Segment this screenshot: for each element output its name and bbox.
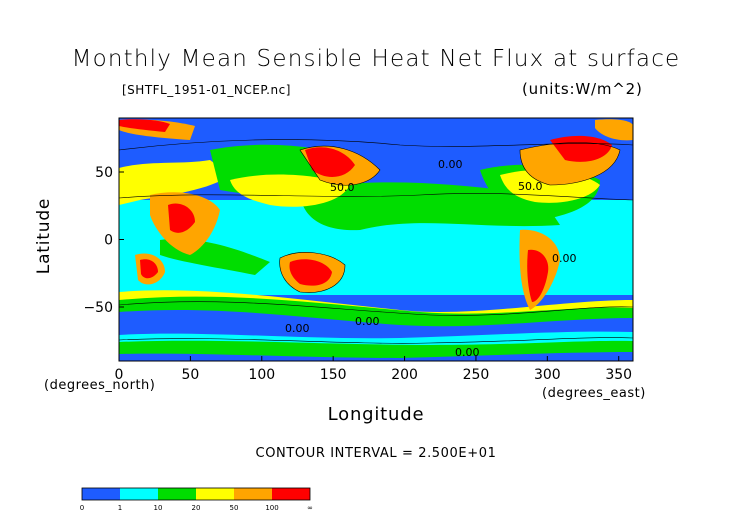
contour-line xyxy=(279,252,346,293)
colorbar: 0 1 10 20 50 100 ∞ xyxy=(80,487,313,512)
x-tick-label: 150 xyxy=(320,367,347,383)
y-tick-label: 0 xyxy=(104,233,113,249)
contour-line xyxy=(119,301,633,316)
y-axis-note: (degrees_north) xyxy=(44,378,156,393)
x-tick-label: 200 xyxy=(391,367,418,383)
colorbar-bin xyxy=(234,488,272,500)
contour-line xyxy=(119,139,633,151)
x-tick-label: 350 xyxy=(605,367,632,383)
contour-label: 0.00 xyxy=(552,252,577,265)
contour-interval-label: CONTOUR INTERVAL = 2.500E+01 xyxy=(255,446,497,461)
chart-title: Monthly Mean Sensible Heat Net Flux at s… xyxy=(71,46,681,72)
colorbar-frame xyxy=(81,487,311,501)
colorbar-bin xyxy=(158,488,196,500)
x-tick-label: 0 xyxy=(115,367,124,383)
colorbar-label: 10 xyxy=(154,504,163,512)
file-label: [SHTFL_1951-01_NCEP.nc] xyxy=(122,83,291,97)
field-siberia-red xyxy=(305,147,355,177)
y-tick-group: 50 0 −50 xyxy=(83,165,124,316)
colorbar-bin xyxy=(272,488,310,500)
field-arctic-red xyxy=(119,119,170,132)
units-label: (units:W/m^2) xyxy=(522,80,643,98)
contour-label-group: 50.0 50.0 0.00 0.00 0.00 0.00 0.00 xyxy=(285,158,577,359)
colorbar-bin xyxy=(120,488,158,500)
contour-line xyxy=(299,145,381,186)
field-greenland-orange xyxy=(595,119,633,141)
x-tick-label: 300 xyxy=(534,367,561,383)
field-europe-yellow xyxy=(119,160,230,205)
heatmap-field xyxy=(119,118,633,361)
field-australia-red xyxy=(289,259,332,286)
contour-line xyxy=(119,337,633,344)
contour-line xyxy=(119,193,633,201)
contour-label: 50.0 xyxy=(330,181,355,194)
contour-label: 50.0 xyxy=(518,180,543,193)
field-asia-yellow xyxy=(230,174,350,207)
x-axis-note: (degrees_east) xyxy=(542,386,646,401)
x-tick-label: 100 xyxy=(248,367,275,383)
x-tick-label: 250 xyxy=(463,367,490,383)
field-antarctic-green xyxy=(119,340,633,358)
x-tick-label: 50 xyxy=(181,367,199,383)
contour-label: 0.00 xyxy=(285,322,310,335)
field-samerica-red xyxy=(527,249,549,302)
colorbar-label: 20 xyxy=(192,504,201,512)
colorbar-bin xyxy=(82,488,120,500)
colorbar-bin xyxy=(196,488,234,500)
contour-label: 0.00 xyxy=(455,346,480,359)
x-axis-label: Longitude xyxy=(327,404,425,425)
colorbar-label: ∞ xyxy=(307,504,313,512)
field-africa-red xyxy=(168,203,195,233)
x-tick-group: 0 50 100 150 200 250 300 350 xyxy=(115,356,632,383)
colorbar-label: 1 xyxy=(118,504,122,512)
y-tick-label: 50 xyxy=(95,165,113,181)
contour-lines xyxy=(119,139,633,344)
contour-line xyxy=(519,142,621,186)
colorbar-label: 100 xyxy=(265,504,278,512)
colorbar-label: 50 xyxy=(230,504,239,512)
y-tick-label: −50 xyxy=(83,300,113,316)
contour-label: 0.00 xyxy=(355,315,380,328)
field-south-africa-red xyxy=(140,259,158,279)
colorbar-label: 0 xyxy=(80,504,84,512)
field-namerica-red xyxy=(550,135,612,162)
contour-label: 0.00 xyxy=(438,158,463,171)
